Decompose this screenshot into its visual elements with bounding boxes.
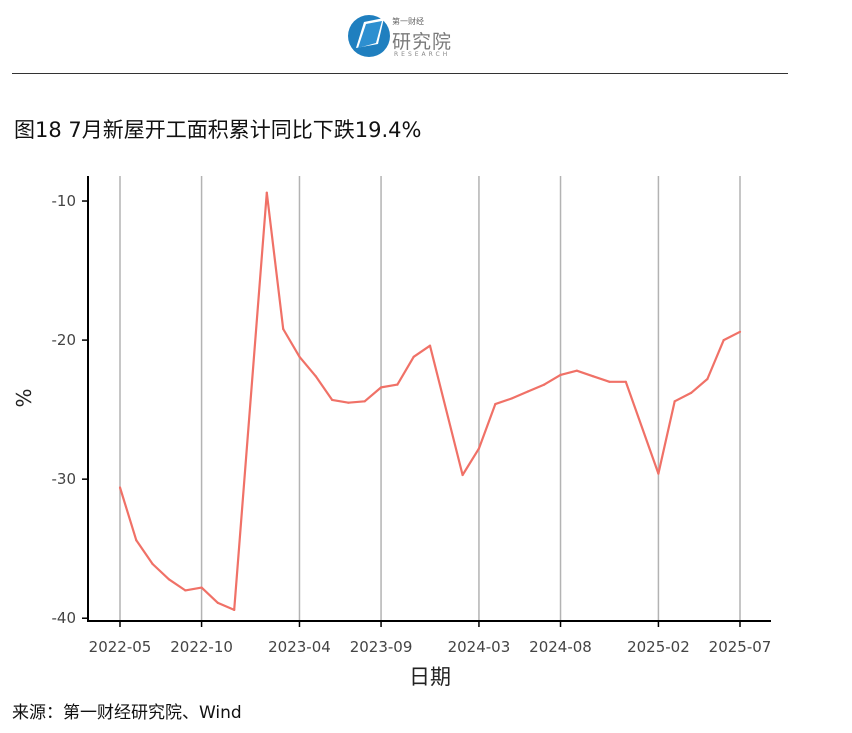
data-point <box>314 375 317 378</box>
data-point <box>412 355 415 358</box>
y-axis-label: % <box>12 388 36 407</box>
x-tick-label: 2023-09 <box>350 638 413 656</box>
y-tick-label: -10 <box>52 192 77 210</box>
series-points <box>118 191 742 612</box>
figure-title: 图18 7月新屋开工面积累计同比下跌19.4% <box>14 118 422 142</box>
data-point <box>380 386 383 389</box>
data-point <box>461 473 464 477</box>
logo-main-text: 研究院 <box>392 31 453 53</box>
x-tick-label: 2022-05 <box>89 638 152 656</box>
data-point <box>608 380 611 383</box>
data-point <box>543 383 546 386</box>
data-point <box>282 327 285 331</box>
data-point <box>575 369 578 372</box>
data-point <box>396 383 399 386</box>
data-point <box>184 589 187 592</box>
y-tick-label: -30 <box>52 470 77 488</box>
data-point <box>477 447 480 450</box>
data-point <box>494 403 497 406</box>
source-note: 来源：第一财经研究院、Wind <box>12 703 242 723</box>
data-point <box>722 339 725 342</box>
data-point <box>657 472 660 475</box>
x-tick-label: 2024-08 <box>529 638 592 656</box>
x-tick-label: 2023-04 <box>268 638 331 656</box>
series-line <box>118 191 741 611</box>
logo-small-text: 第一财经 <box>392 17 424 26</box>
data-point <box>706 377 709 381</box>
axis-ticks: 2022-05 2022-10 2023-04 2023-09 2024-03 2024-… <box>52 192 772 656</box>
x-axis-label: 日期 <box>409 665 451 689</box>
x-tick-label: 2025-07 <box>709 638 772 656</box>
data-point <box>200 586 203 589</box>
x-tick-label: 2022-10 <box>170 638 233 656</box>
data-point <box>298 355 301 358</box>
header-rule <box>12 73 788 74</box>
data-point <box>526 390 530 393</box>
data-point <box>331 398 334 401</box>
x-tick-label: 2024-03 <box>448 638 511 656</box>
logo-sub-text: RESEARCH <box>394 51 451 58</box>
data-point <box>738 330 742 333</box>
data-point <box>216 601 219 605</box>
data-point <box>167 578 170 581</box>
data-point <box>673 400 676 403</box>
logo <box>348 15 390 57</box>
data-point <box>347 401 350 404</box>
data-point <box>118 486 122 489</box>
data-point <box>510 397 513 400</box>
data-point <box>428 344 432 347</box>
data-point <box>559 373 562 376</box>
data-point <box>363 400 366 403</box>
data-point <box>135 539 138 542</box>
data-point <box>151 562 154 566</box>
data-point <box>592 375 595 378</box>
x-tick-label: 2025-02 <box>627 638 690 656</box>
y-tick-label: -20 <box>52 331 77 349</box>
data-point <box>265 191 268 194</box>
data-point <box>624 380 627 383</box>
y-tick-label: -40 <box>52 609 77 627</box>
grid-lines <box>119 176 741 621</box>
data-point <box>690 391 693 394</box>
data-point <box>233 608 236 612</box>
